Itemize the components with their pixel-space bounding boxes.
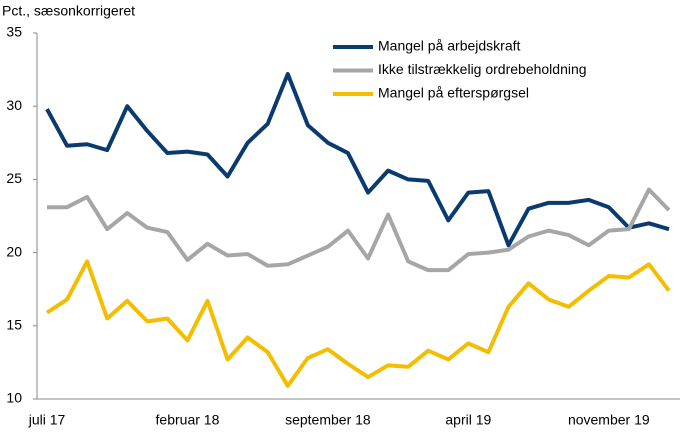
legend-label: Mangel på arbejdskraft (378, 38, 521, 54)
y-tick-label: 25 (6, 170, 22, 186)
y-tick-label: 35 (6, 24, 22, 40)
series-line (47, 187, 671, 273)
x-tick-label: april 19 (445, 412, 491, 428)
y-tick-label: 10 (6, 390, 22, 406)
y-tick-label: 30 (6, 97, 22, 113)
x-tick-label: september 18 (285, 412, 371, 428)
y-tick-label: 20 (6, 243, 22, 259)
x-tick-label: november 19 (568, 412, 650, 428)
x-tick-label: februar 18 (156, 412, 220, 428)
y-axis-label: Pct., sæsonkorrigeret (2, 3, 135, 19)
legend-label: Mangel på efterspørgsel (378, 85, 529, 101)
legend-label: Ikke tilstrækkelig ordrebeholdning (378, 61, 587, 77)
series-line (45, 71, 670, 248)
series-line (45, 259, 671, 388)
x-tick-label: juli 17 (28, 412, 66, 428)
y-tick-label: 15 (6, 317, 22, 333)
